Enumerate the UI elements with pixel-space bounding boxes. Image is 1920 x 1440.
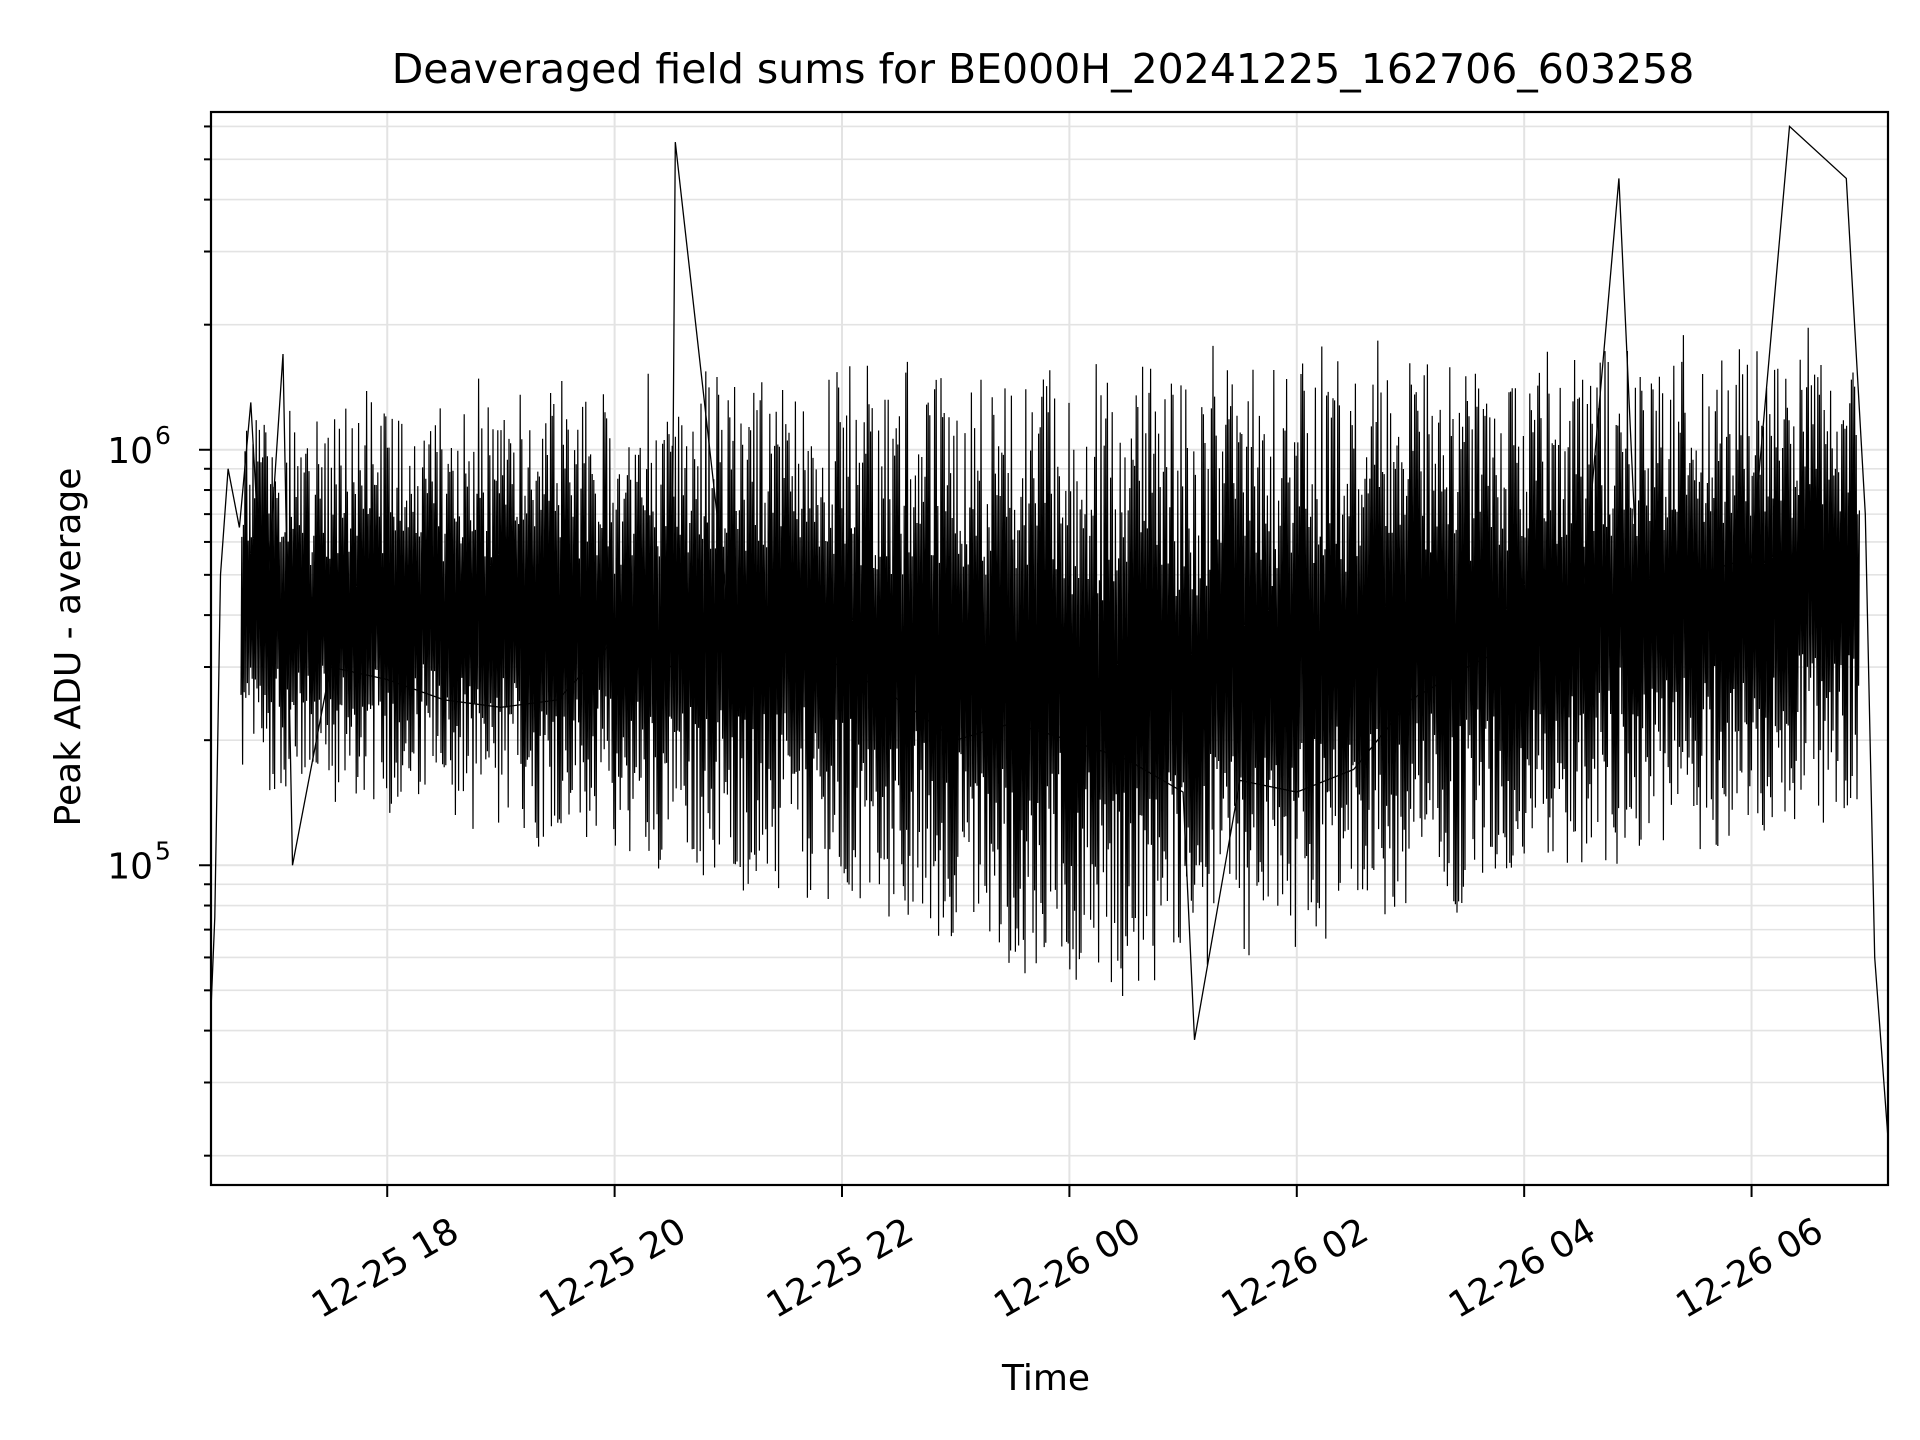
plot-area-frame	[209, 110, 1890, 1187]
y-tick-label-exponent: 5	[155, 836, 171, 865]
y-tick-label: 10	[107, 846, 153, 887]
x-axis-label: Time	[1001, 1358, 1090, 1399]
series-line-dense	[240, 327, 1860, 997]
y-axis-label: Peak ADU - average	[48, 468, 89, 827]
y-tick-label-exponent: 6	[155, 421, 171, 450]
series	[210, 125, 1889, 1139]
chart-title: Deaveraged field sums for BE000H_2024122…	[392, 45, 1695, 93]
y-tick-label: 10	[107, 431, 153, 472]
